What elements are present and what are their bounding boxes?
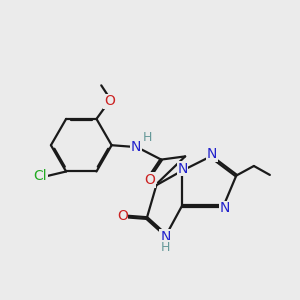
Text: N: N — [220, 202, 230, 215]
Text: H: H — [143, 131, 152, 144]
Text: O: O — [117, 209, 128, 224]
Text: Cl: Cl — [34, 169, 47, 183]
Text: O: O — [145, 173, 155, 187]
Text: N: N — [207, 147, 217, 161]
Text: O: O — [104, 94, 115, 108]
Text: H: H — [161, 241, 170, 254]
Text: N: N — [160, 230, 170, 244]
Text: N: N — [130, 140, 141, 154]
Text: N: N — [177, 161, 188, 176]
